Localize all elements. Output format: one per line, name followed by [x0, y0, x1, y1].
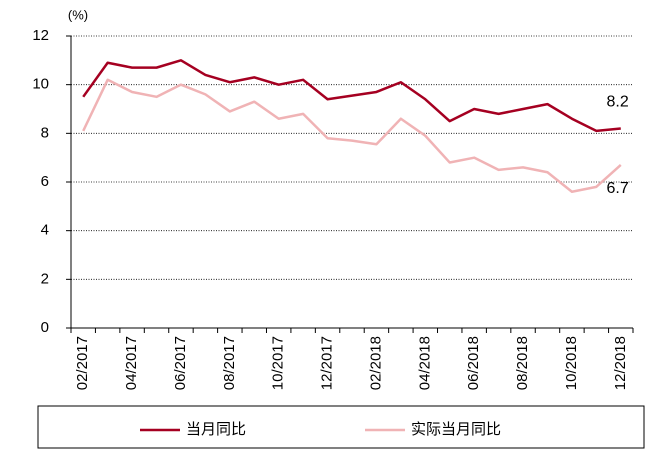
x-tick-label: 10/2018 [563, 336, 580, 390]
y-tick-label: 0 [41, 319, 49, 336]
x-tick-label: 12/2017 [319, 336, 336, 390]
x-tick-label: 04/2018 [416, 336, 433, 390]
end-value-label: 6.7 [607, 180, 629, 197]
y-tick-label: 10 [32, 76, 49, 93]
x-tick-label: 08/2017 [221, 336, 238, 390]
x-tick-label: 06/2017 [172, 336, 189, 390]
x-tick-label: 02/2018 [367, 336, 384, 390]
x-tick-label: 06/2018 [465, 336, 482, 390]
legend-label: 实际当月同比 [411, 421, 501, 438]
legend-label: 当月同比 [186, 421, 246, 438]
x-tick-label: 04/2017 [123, 336, 140, 390]
legend-box [37, 405, 645, 449]
x-tick-label: 12/2018 [612, 336, 629, 390]
x-tick-label: 10/2017 [270, 336, 287, 390]
end-value-label: 8.2 [607, 94, 629, 111]
y-tick-label: 4 [41, 222, 49, 239]
y-tick-label: 12 [32, 27, 49, 44]
x-tick-label: 08/2018 [514, 336, 531, 390]
y-tick-label: 6 [41, 173, 49, 190]
y-tick-label: 2 [41, 270, 49, 287]
series-line [82, 59, 621, 133]
x-tick-label: 02/2017 [74, 336, 91, 390]
y-tick-label: 8 [41, 124, 49, 141]
series-line [82, 78, 622, 193]
y-axis-unit: (%) [68, 7, 88, 22]
